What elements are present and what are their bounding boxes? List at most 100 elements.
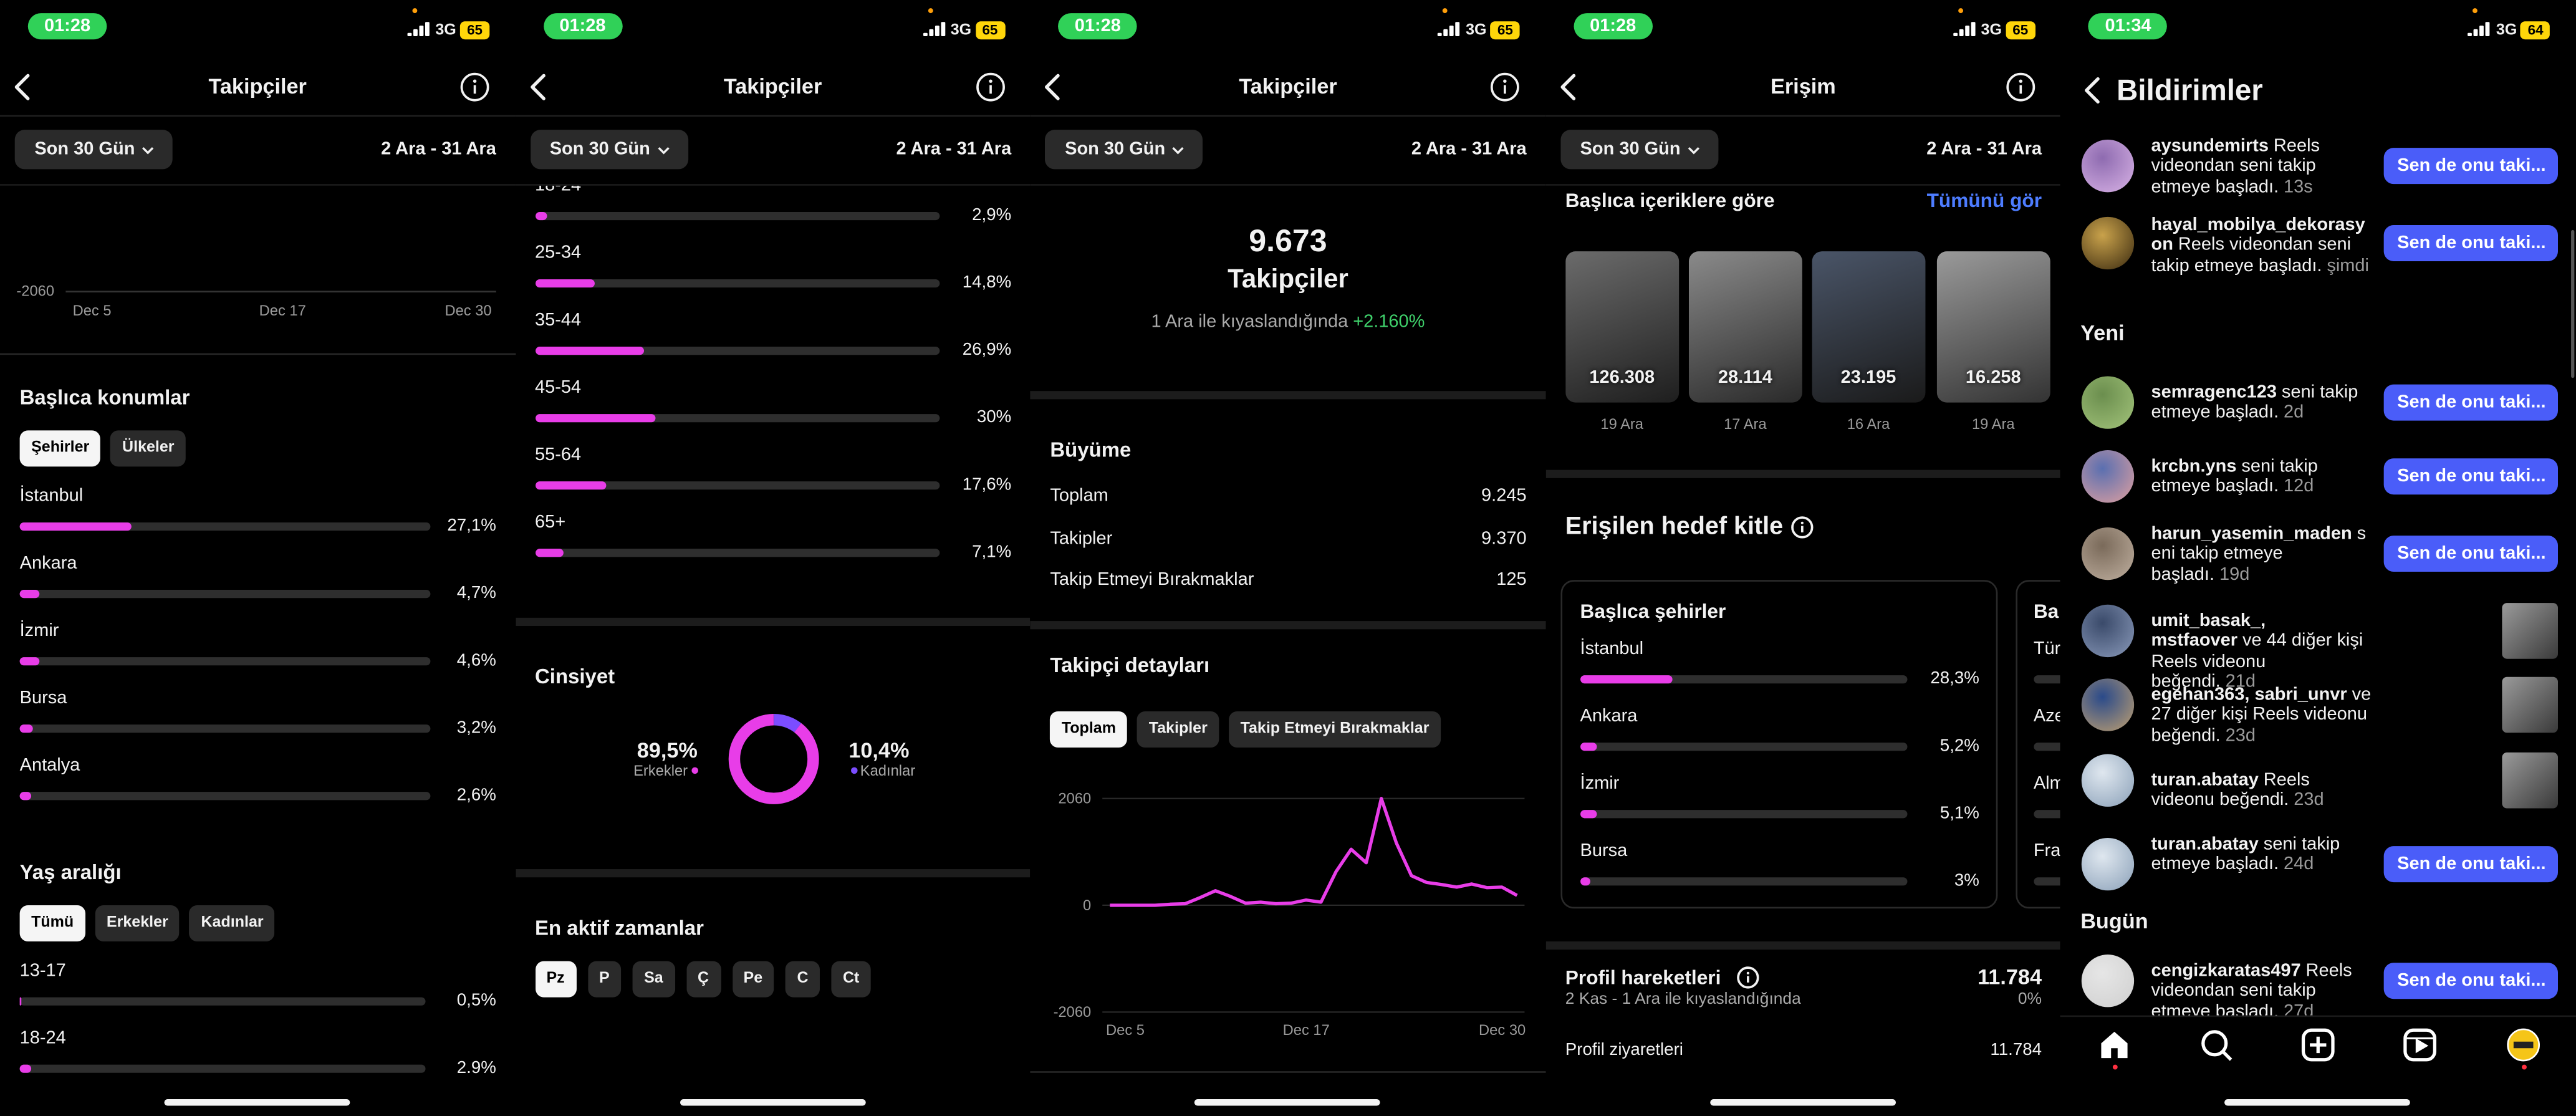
chevron bbox=[1172, 147, 1185, 155]
x-tick-label: Dec 17 bbox=[259, 301, 306, 319]
tab[interactable]: Kadınlar bbox=[190, 905, 276, 941]
period-selector[interactable]: Son 30 Gün bbox=[530, 130, 688, 170]
signal-bar bbox=[419, 26, 424, 36]
day-chip[interactable]: Ct bbox=[831, 961, 871, 998]
notification-text: hayal_mobilya_dekorasyon Reels videondan … bbox=[2151, 214, 2372, 276]
post-thumbnail[interactable] bbox=[1565, 251, 1679, 403]
day-chip[interactable]: C bbox=[786, 961, 820, 998]
info-button[interactable] bbox=[1736, 966, 1759, 989]
home-indicator bbox=[1709, 1099, 1896, 1105]
bar-track bbox=[1580, 809, 1907, 818]
nav-icon[interactable] bbox=[2404, 1028, 2438, 1062]
row-label: 25-34 bbox=[535, 244, 582, 264]
follow-button[interactable]: Sen de onu taki... bbox=[2384, 845, 2559, 882]
section-title: Büyüme bbox=[1050, 438, 1132, 461]
info-button[interactable] bbox=[2006, 72, 2035, 102]
notification-text: umit_basak_, mstfaover ve 44 diğer kişi R… bbox=[2151, 610, 2372, 693]
nav-icon[interactable] bbox=[2098, 1029, 2131, 1062]
timestamp: 13s bbox=[2284, 176, 2313, 196]
nav-icon[interactable] bbox=[2507, 1028, 2541, 1062]
post-thumbnail[interactable] bbox=[1936, 251, 2050, 403]
follow-button[interactable]: Sen de onu taki... bbox=[2384, 534, 2559, 571]
back-button[interactable] bbox=[1045, 74, 1061, 100]
tab[interactable]: Takip Etmeyi Bırakmaklar bbox=[1229, 711, 1441, 748]
profile-total: 11.784 bbox=[1978, 964, 2042, 989]
follow-button[interactable]: Sen de onu taki... bbox=[2384, 147, 2559, 183]
back-button[interactable] bbox=[2085, 77, 2102, 104]
nav-icon[interactable] bbox=[2201, 1029, 2234, 1062]
bar bbox=[535, 413, 656, 421]
post-thumbnail[interactable] bbox=[1812, 251, 1925, 403]
section-title: Cinsiyet bbox=[535, 664, 615, 688]
bar-track bbox=[535, 211, 940, 219]
row-label: İstanbul bbox=[19, 487, 84, 507]
create-icon bbox=[2302, 1028, 2335, 1062]
home-indicator bbox=[679, 1099, 865, 1105]
bar-track bbox=[2033, 877, 2061, 886]
tab[interactable]: Toplam bbox=[1050, 711, 1128, 748]
screen: 9.673 Takipçiler 1 Ara ile kıyaslandığında… bbox=[1030, 0, 1546, 1116]
signal-bar bbox=[2474, 29, 2479, 36]
privacy-dot bbox=[412, 7, 418, 12]
bar bbox=[19, 723, 33, 732]
follow-button-label: Sen de onu taki... bbox=[2397, 466, 2546, 486]
gender-value: 89,5% bbox=[637, 738, 698, 763]
period-selector[interactable]: Son 30 Gün bbox=[1560, 130, 1718, 170]
follow-button[interactable]: Sen de onu taki... bbox=[2384, 457, 2559, 494]
info-button[interactable] bbox=[1790, 516, 1814, 539]
row-label: İstanbul bbox=[1580, 640, 1644, 660]
signal-icon bbox=[1438, 22, 1460, 36]
row-label: Antalya bbox=[19, 756, 80, 776]
back-button[interactable] bbox=[14, 74, 31, 100]
back-button[interactable] bbox=[530, 74, 546, 100]
info-button[interactable] bbox=[1491, 72, 1520, 102]
follow-button[interactable]: Sen de onu taki... bbox=[2384, 383, 2559, 420]
divider bbox=[1030, 1071, 1546, 1073]
signal-bar bbox=[1449, 26, 1454, 36]
post-thumbnail[interactable] bbox=[1688, 251, 1802, 403]
day-chip[interactable]: Pe bbox=[732, 961, 774, 998]
tab[interactable]: Takipler bbox=[1137, 711, 1219, 748]
row-value: 28,3% bbox=[1930, 668, 1979, 688]
message: seni takip etmeye başladı. bbox=[2151, 382, 2358, 423]
day-chip[interactable]: P bbox=[587, 961, 622, 998]
period-selector[interactable]: Son 30 Gün bbox=[1045, 130, 1203, 170]
info-button[interactable] bbox=[975, 72, 1004, 102]
battery: 65 bbox=[1490, 21, 1521, 40]
follow-button[interactable]: Sen de onu taki... bbox=[2384, 961, 2559, 998]
nav-icon[interactable] bbox=[2302, 1028, 2335, 1062]
post-thumbnail bbox=[2502, 602, 2559, 658]
bar bbox=[535, 547, 564, 557]
bar bbox=[535, 480, 607, 489]
username: turan.abatay bbox=[2151, 834, 2259, 854]
row-value: 5,2% bbox=[1939, 735, 1979, 756]
tab-group: Şehirler Ülkeler bbox=[19, 430, 186, 467]
home-indicator bbox=[2225, 1099, 2411, 1105]
post-thumbnail bbox=[2502, 676, 2559, 732]
tab[interactable]: Tümü bbox=[19, 905, 85, 941]
tab[interactable]: Şehirler bbox=[19, 430, 101, 467]
follow-button[interactable]: Sen de onu taki... bbox=[2384, 225, 2559, 261]
status-network: 3G bbox=[1466, 21, 1487, 39]
info-circle bbox=[460, 72, 489, 102]
status-network: 3G bbox=[435, 21, 456, 39]
period-selector[interactable]: Son 30 Gün bbox=[14, 130, 173, 170]
day-chip[interactable]: Pz bbox=[535, 961, 577, 998]
battery: 64 bbox=[2521, 21, 2550, 40]
day-chip[interactable]: Sa bbox=[632, 961, 675, 998]
row-value: 2,9% bbox=[972, 204, 1012, 225]
back-button[interactable] bbox=[1560, 74, 1577, 100]
username: semragenc123 bbox=[2151, 382, 2277, 402]
info-button[interactable] bbox=[460, 72, 489, 102]
row-label: Ankara bbox=[1580, 707, 1638, 727]
y-tick-label: 0 bbox=[1083, 896, 1092, 913]
post-reach: 16.258 bbox=[1965, 368, 2021, 388]
day-chip[interactable]: Ç bbox=[686, 961, 721, 998]
tab[interactable]: Erkekler bbox=[95, 905, 180, 941]
info-circle bbox=[1491, 72, 1520, 102]
tab[interactable]: Ülkeler bbox=[110, 430, 186, 467]
see-all-link[interactable]: Tümünü gör bbox=[1926, 188, 2042, 212]
chevron bbox=[657, 147, 669, 155]
bar bbox=[535, 345, 644, 354]
